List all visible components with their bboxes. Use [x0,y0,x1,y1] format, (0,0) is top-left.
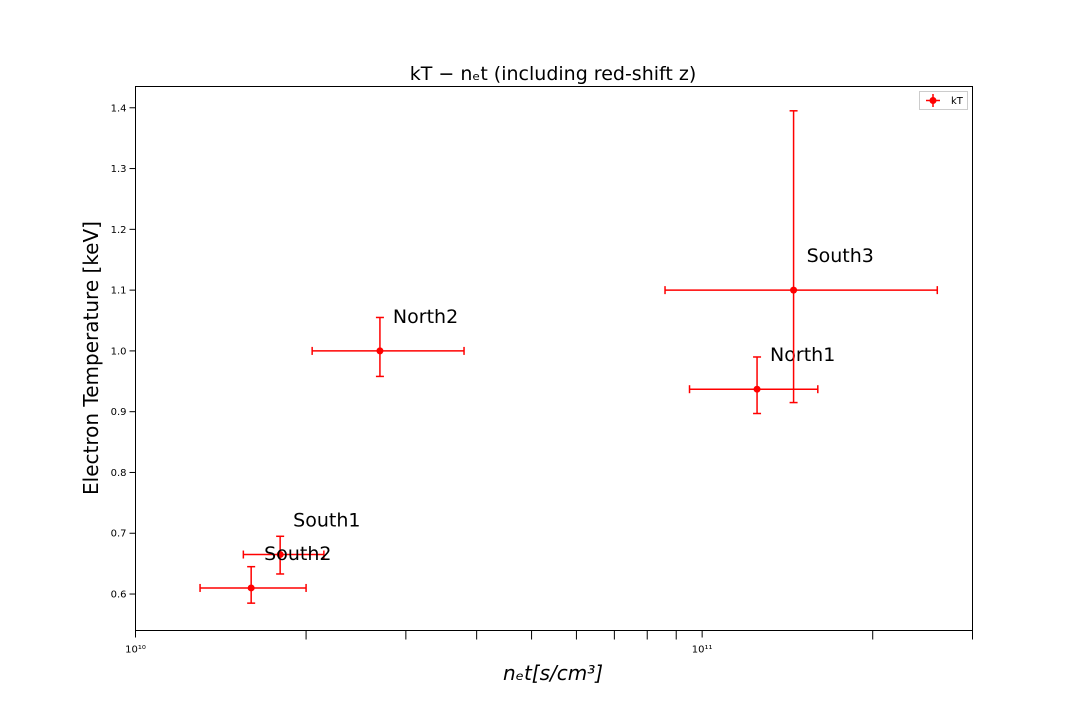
data-marker [376,347,384,355]
data-point-south1: South1 [242,510,360,575]
y-tick-label: 1.2 [111,225,127,236]
x-tick-label: 10¹⁰ [125,645,146,656]
legend-marker [929,97,937,104]
point-label: North2 [393,306,458,328]
point-label: South3 [807,245,874,267]
chart-title: kT − nₑt (including red-shift z) [410,63,697,85]
data-point-south3: South3 [664,110,939,404]
x-tick-label: 10¹¹ [692,645,713,656]
plot-frame [135,86,973,631]
data-marker [790,286,798,294]
y-tick-label: 0.7 [111,529,127,540]
y-tick-label: 1.0 [111,346,127,357]
y-tick-label: 0.8 [111,468,127,479]
y-tick-label: 1.4 [111,103,127,114]
point-label: South1 [293,510,360,532]
y-tick-label: 1.1 [111,286,127,297]
legend-box [919,91,968,110]
legend-entry-kT: kT [951,96,964,107]
y-tick-label: 0.6 [111,590,127,601]
data-point-north2: North2 [311,306,465,378]
point-label: South2 [264,543,331,565]
data-marker [247,584,255,592]
data-point-north1: North1 [688,344,835,415]
data-point-south2: South2 [199,543,331,604]
x-axis-title: nₑt[s/cm³] [503,661,603,685]
y-tick-label: 0.9 [111,407,127,418]
y-axis: 0.6 0.7 0.8 0.9 1.0 1.1 1.2 1.3 1.4 [111,103,136,601]
data-marker [753,385,761,393]
legend: kT [919,91,968,110]
point-label: North1 [770,344,835,366]
data-marker [276,551,284,559]
y-tick-label: 1.3 [111,164,127,175]
series-kT: South1 South2 North2 North1 South3 [199,110,939,604]
y-axis-title: Electron Temperature [keV] [79,221,103,495]
x-axis: 10¹⁰ 10¹¹ [125,630,973,656]
